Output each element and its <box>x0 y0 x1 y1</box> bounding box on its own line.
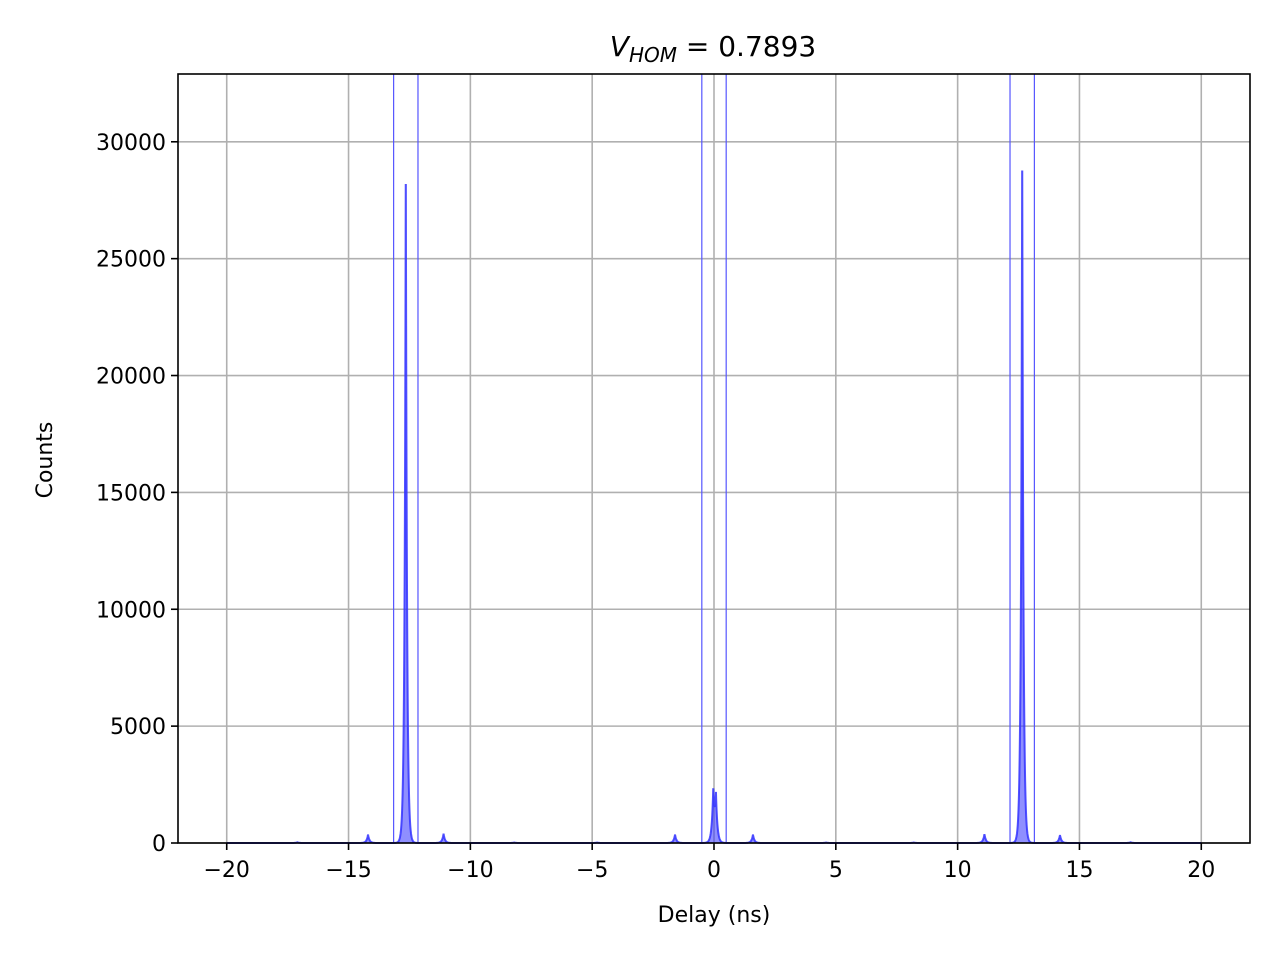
x-tick-label: −10 <box>447 858 493 883</box>
chart-title-symbol: V <box>610 30 631 63</box>
x-tick-label: −20 <box>204 858 250 883</box>
y-tick-label: 15000 <box>96 481 166 506</box>
x-tick-label: 15 <box>1065 858 1093 883</box>
y-tick-label: 30000 <box>96 131 166 156</box>
x-tick-label: 5 <box>829 858 843 883</box>
x-tick-label: −5 <box>576 858 608 883</box>
y-tick-label: 10000 <box>96 598 166 623</box>
y-axis-label: Counts <box>33 422 58 499</box>
y-tick-label: 20000 <box>96 365 166 390</box>
x-tick-label: 0 <box>707 858 721 883</box>
y-tick-label: 0 <box>152 832 166 857</box>
x-tick-label: −15 <box>325 858 371 883</box>
x-axis-ticks: −20 −15 −10 −5 0 5 10 15 20 <box>204 843 1215 883</box>
integration-windows <box>393 74 1035 843</box>
y-tick-label: 5000 <box>110 715 166 740</box>
chart-title-value: = 0.7893 <box>677 30 816 63</box>
y-axis-ticks: 0 5000 10000 15000 20000 25000 30000 <box>96 131 178 857</box>
x-tick-label: 20 <box>1187 858 1215 883</box>
x-axis-label: Delay (ns) <box>658 903 771 928</box>
y-tick-label: 25000 <box>96 248 166 273</box>
chart-title: VHOM = 0.7893 <box>610 30 816 67</box>
x-tick-label: 10 <box>944 858 972 883</box>
grid <box>178 74 1250 844</box>
chart-title-subscript: HOM <box>629 43 677 67</box>
